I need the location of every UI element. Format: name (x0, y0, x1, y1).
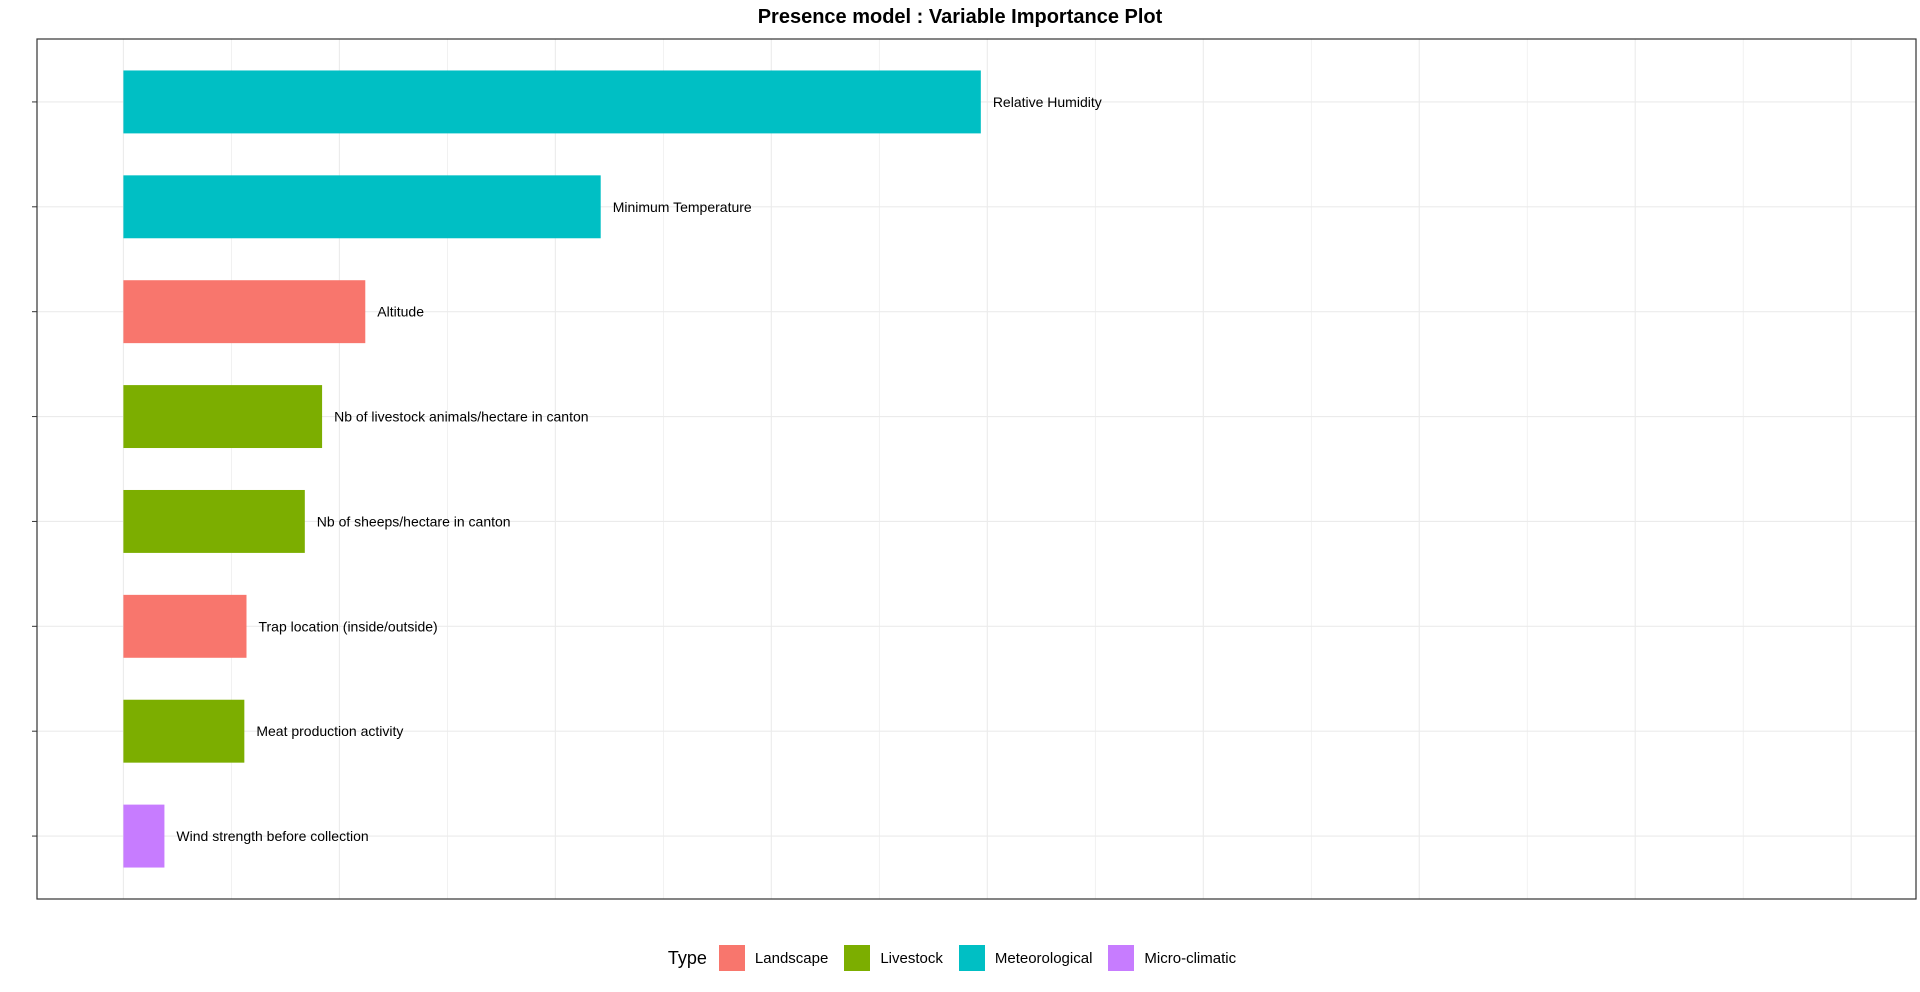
bar (123, 594, 247, 658)
legend-key-livestock (844, 945, 871, 971)
bar-label: Nb of livestock animals/hectare in canto… (334, 409, 588, 425)
bar-label: Wind strength before collection (176, 828, 368, 844)
bar (123, 385, 323, 449)
bar (123, 70, 981, 134)
bar-label: Trap location (inside/outside) (258, 618, 437, 634)
legend-item-livestock: Livestock (844, 945, 943, 971)
bar (123, 804, 165, 868)
bar-label: Altitude (377, 304, 424, 320)
legend-key-meteorological (958, 945, 985, 971)
bar-label: Relative Humidity (993, 94, 1102, 110)
legend-label-livestock: Livestock (880, 949, 943, 967)
bar (123, 489, 305, 553)
legend-key-micro-climatic (1108, 945, 1135, 971)
legend-item-landscape: Landscape (718, 945, 829, 971)
bar-label: Minimum Temperature (613, 199, 752, 215)
legend-item-meteorological: Meteorological (958, 945, 1093, 971)
bar (123, 699, 245, 763)
bar (123, 175, 601, 239)
chart-title: Presence model : Variable Importance Plo… (757, 6, 1163, 28)
panel-border (36, 38, 1917, 900)
legend-label-landscape: Landscape (754, 949, 829, 967)
bar-label: Nb of sheeps/hectare in canton (317, 513, 511, 529)
legend: Type Landscape Livestock Meteorological … (0, 945, 1920, 971)
bar (123, 280, 366, 344)
bar-label: Meat production activity (256, 723, 403, 739)
legend-label-meteorological: Meteorological (994, 949, 1093, 967)
legend-title: Type (667, 947, 707, 968)
legend-item-micro-climatic: Micro-climatic (1108, 945, 1236, 971)
legend-key-landscape (718, 945, 745, 971)
legend-label-micro-climatic: Micro-climatic (1144, 949, 1237, 967)
